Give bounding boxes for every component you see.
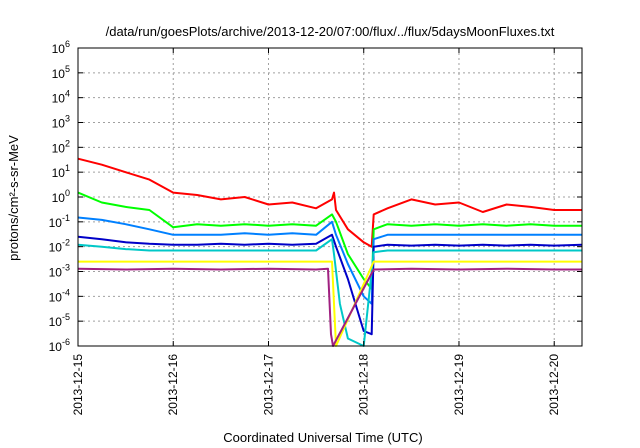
series-group xyxy=(77,157,583,347)
x-tick-label: 2013-12-20 xyxy=(547,354,561,416)
y-tick-label: 10-1 xyxy=(49,213,70,230)
y-axis-label: protons/cm²-s-sr-MeV xyxy=(6,135,21,261)
y-tick-label: 101 xyxy=(52,163,70,180)
chart-title: /data/run/goesPlots/archive/2013-12-20/0… xyxy=(106,24,555,39)
y-tick-label: 10-6 xyxy=(49,337,70,354)
series-line-7 xyxy=(77,267,582,347)
x-tick-label: 2013-12-17 xyxy=(261,354,275,416)
x-tick-label: 2013-12-16 xyxy=(166,354,180,416)
y-tick-label: 10-4 xyxy=(49,287,70,304)
series-line-2 xyxy=(77,191,582,290)
y-tick-label: 103 xyxy=(52,114,70,131)
series-line-4 xyxy=(77,233,583,336)
grid xyxy=(78,48,582,346)
axis-ticks: 10-6 10-5 10-4 10-3 10-2 10-1 100 101 102 103 104 1… xyxy=(49,39,582,415)
y-tick-label: 10-5 xyxy=(49,312,70,329)
series-line-6 xyxy=(78,260,582,347)
y-tick-label: 106 xyxy=(52,39,70,56)
series-line-5 xyxy=(77,238,582,347)
y-tick-label: 104 xyxy=(52,89,70,106)
y-tick-label: 105 xyxy=(52,64,70,81)
y-tick-label: 102 xyxy=(52,138,70,155)
series-line-3 xyxy=(77,216,582,305)
x-tick-label: 2013-12-18 xyxy=(357,354,371,416)
y-tick-label: 100 xyxy=(52,188,70,205)
x-tick-label: 2013-12-15 xyxy=(71,354,85,416)
x-axis-label: Coordinated Universal Time (UTC) xyxy=(223,430,422,445)
y-tick-label: 10-3 xyxy=(49,263,70,280)
x-tick-label: 2013-12-19 xyxy=(452,354,466,416)
series-line-1 xyxy=(77,157,582,248)
y-tick-label: 10-2 xyxy=(49,238,70,255)
